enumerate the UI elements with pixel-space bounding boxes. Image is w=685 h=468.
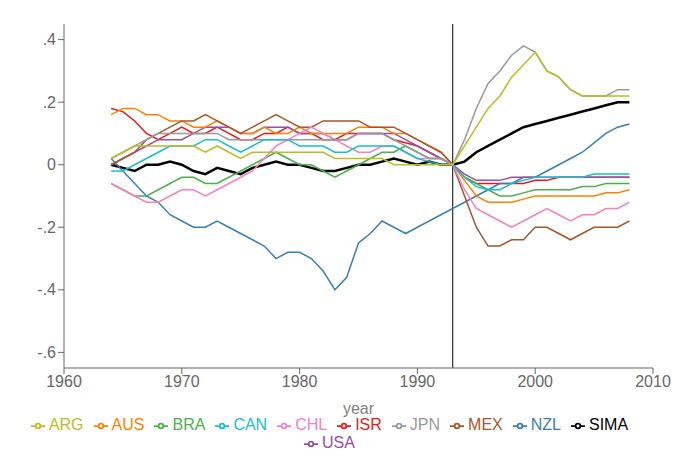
html-text:CHL: CHL (295, 416, 328, 433)
html-text:CAN: CAN (233, 416, 268, 433)
html-text:ARG: ARG (48, 416, 84, 433)
svg-text:1990: 1990 (400, 373, 436, 390)
html-text:MEX: MEX (468, 416, 503, 433)
svg-text:0: 0 (47, 156, 56, 173)
svg-text:.4: .4 (43, 31, 56, 48)
svg-text:-.6: -.6 (37, 344, 56, 361)
svg-text:-.4: -.4 (37, 281, 56, 298)
html-text:JPN: JPN (409, 416, 441, 433)
svg-text:1970: 1970 (164, 373, 200, 390)
svg-text:-.2: -.2 (37, 219, 56, 236)
svg-text:1980: 1980 (282, 373, 318, 390)
html-text:NZL: NZL (530, 416, 561, 433)
html-text:ISR: ISR (355, 416, 382, 433)
svg-text:.2: .2 (43, 94, 56, 111)
html-text:SIMA: SIMA (589, 416, 629, 433)
html-text:AUS: AUS (111, 416, 145, 433)
svg-text:year: year (343, 400, 375, 417)
svg-text:2010: 2010 (635, 373, 671, 390)
html-text:USA: USA (322, 434, 355, 451)
html-text:BRA: BRA (172, 416, 206, 433)
svg-text:2000: 2000 (517, 373, 553, 390)
svg-text:1960: 1960 (46, 373, 82, 390)
